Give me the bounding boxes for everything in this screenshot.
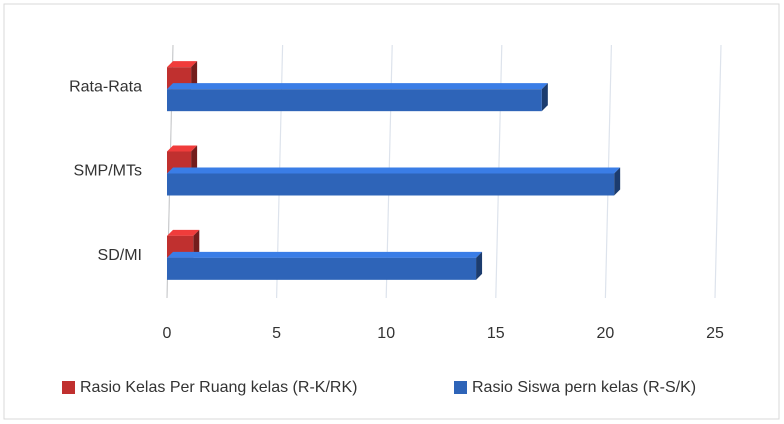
bar-top [167,167,621,174]
bar-end [614,167,621,196]
grid-line [714,44,722,299]
x-tick-label: 0 [163,325,172,342]
legend-label: Rasio Kelas Per Ruang kelas (R-K/RK) [80,379,357,396]
x-tick-label: 10 [377,325,395,342]
y-tick-label: Rata-Rata [69,78,142,95]
bar-end [191,145,198,174]
bar-front [167,173,615,196]
bar-end [193,229,200,258]
bar-top [167,229,200,236]
bar-front [167,257,477,280]
x-tick-label: 20 [597,325,615,342]
legend-swatch [62,381,75,394]
legend-swatch [454,381,467,394]
legend-label: Rasio Siswa pern kelas (R-S/K) [472,379,696,396]
bar [167,251,483,280]
y-tick-label: SD/MI [98,247,142,264]
bar [167,83,548,112]
x-tick-label: 25 [706,325,724,342]
y-tick-label: SMP/MTs [74,163,142,180]
bar-top [167,145,198,152]
bar-end [476,251,483,280]
x-tick-label: 15 [487,325,505,342]
bar-top [167,251,483,258]
bar-front [167,89,542,112]
bar-end [191,61,198,90]
bar [167,167,621,196]
bar-top [167,83,548,90]
bar-top [167,61,198,68]
x-tick-label: 5 [272,325,281,342]
bar-end [541,83,548,112]
